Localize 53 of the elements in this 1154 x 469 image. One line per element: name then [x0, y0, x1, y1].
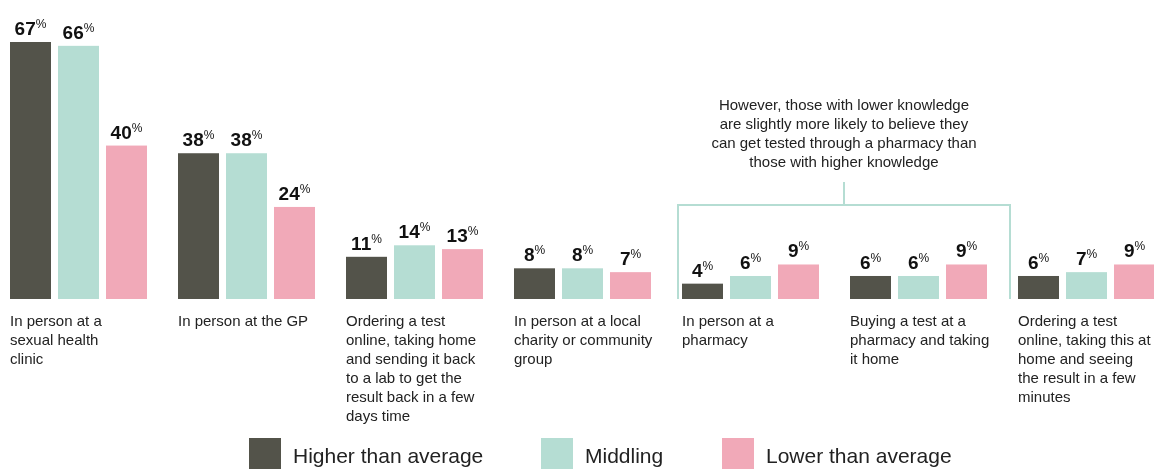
data-label: 4$^{%}$ [691, 259, 714, 281]
legend-label: Higher than average [293, 444, 484, 467]
data-label: 13$^{%}$ [446, 224, 479, 247]
bar [682, 283, 723, 299]
bar [274, 206, 315, 299]
x-tick-label: Ordering a test online, taking this at home and seeing the result in a few minutes [1018, 312, 1152, 405]
bar [106, 145, 147, 299]
data-label: 8$^{%}$ [571, 243, 594, 266]
data-label: 66$^{%}$ [62, 21, 95, 43]
legend-label: Lower than average [766, 444, 952, 467]
data-label: 9$^{%}$ [955, 239, 978, 262]
data-label: 6$^{%}$ [859, 251, 882, 273]
data-label: 11$^{%}$ [351, 232, 383, 254]
x-tick-label: In person at a local charity or community group [514, 312, 653, 367]
bar [178, 153, 219, 299]
bar [1066, 272, 1107, 299]
bar [10, 42, 51, 299]
bar [778, 264, 819, 299]
bar [394, 245, 435, 299]
legend-label: Middling [585, 444, 664, 467]
data-label: 14$^{%}$ [398, 220, 431, 243]
bar [58, 45, 99, 299]
bar [730, 275, 771, 299]
data-label: 6$^{%}$ [907, 251, 930, 273]
data-label: 9$^{%}$ [1123, 239, 1146, 262]
x-tick-label: In person at a pharmacy [682, 312, 775, 348]
data-label: 6$^{%}$ [739, 251, 762, 273]
x-tick-label: Ordering a test online, taking home and sending it back to a lab to get the result back in a few days time [346, 312, 477, 424]
bar [514, 268, 555, 299]
x-tick-label: In person at a sexual health clinic [10, 312, 103, 367]
data-label: 7$^{%}$ [619, 247, 642, 270]
bar [1114, 264, 1154, 299]
x-tick-label: In person at the GP [178, 312, 309, 329]
data-label: 7$^{%}$ [1075, 247, 1098, 270]
bar [226, 153, 267, 299]
data-label: 24$^{%}$ [278, 182, 311, 204]
bar [1018, 275, 1059, 299]
annotation: However, those with lower knowledge are slightly more likely to believe they can get tested through a pharmacy than those with higher knowledge [711, 96, 977, 170]
data-label: 38$^{%}$ [230, 128, 263, 151]
data-label: 40$^{%}$ [110, 120, 143, 143]
bar [346, 256, 387, 299]
bar [562, 268, 603, 299]
data-label: 8$^{%}$ [523, 243, 546, 266]
bar [610, 272, 651, 299]
bar [898, 275, 939, 299]
data-label: 67$^{%}$ [14, 17, 47, 39]
bar [946, 264, 987, 299]
bar [850, 275, 891, 299]
x-tick-label: Buying a test at a pharmacy and taking it home [850, 312, 990, 367]
data-label: 9$^{%}$ [787, 239, 810, 262]
data-label: 38$^{%}$ [182, 128, 215, 151]
data-label: 6$^{%}$ [1027, 251, 1050, 273]
bar [442, 249, 483, 299]
